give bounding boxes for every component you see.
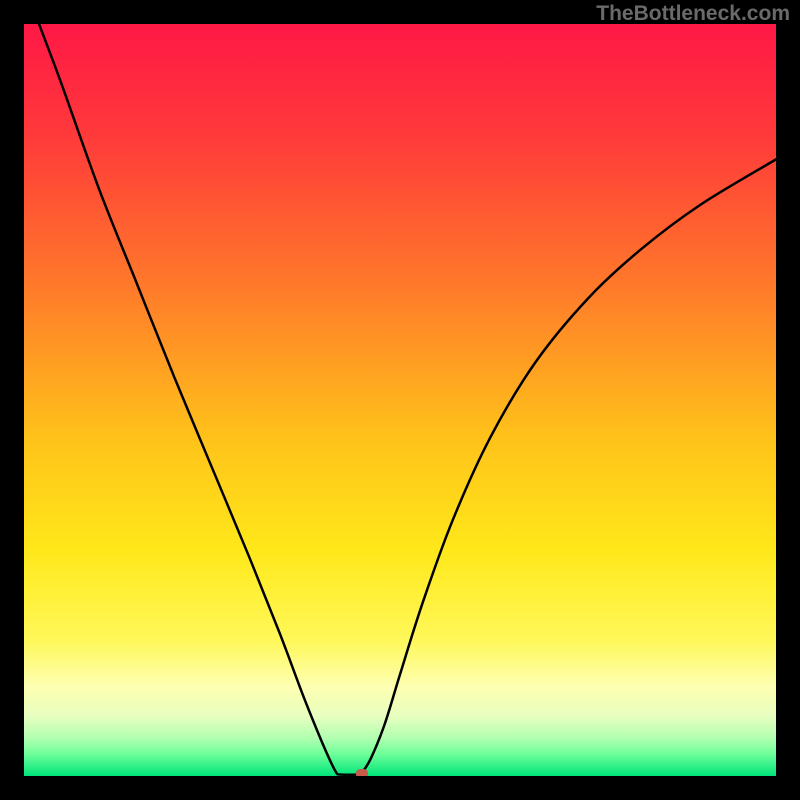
optimal-point-marker — [356, 769, 368, 776]
bottleneck-chart — [24, 24, 776, 776]
watermark-text: TheBottleneck.com — [596, 2, 790, 26]
bottleneck-curve — [24, 24, 776, 776]
